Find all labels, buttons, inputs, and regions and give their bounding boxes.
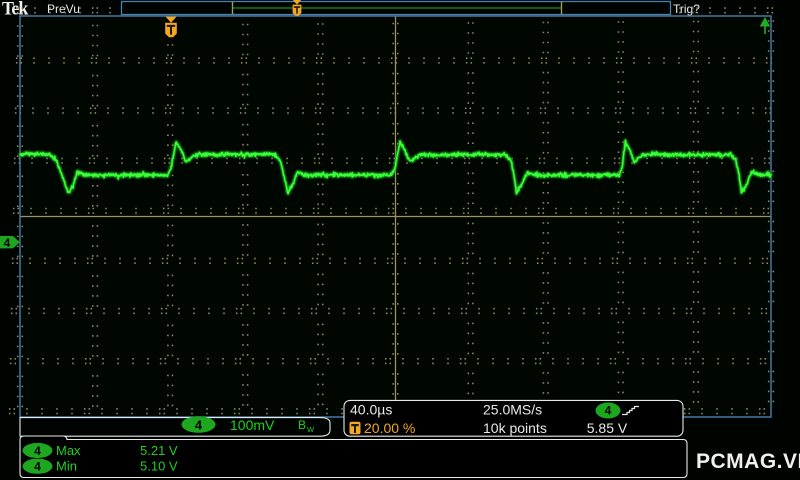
svg-text:100mV: 100mV: [230, 417, 275, 433]
svg-text:Max: Max: [56, 443, 81, 458]
svg-text:5.21 V: 5.21 V: [140, 443, 178, 458]
svg-text:B: B: [298, 418, 306, 432]
svg-text:40.0µs: 40.0µs: [350, 402, 392, 418]
svg-text:25.0MS/s: 25.0MS/s: [483, 402, 542, 418]
svg-text:W: W: [307, 425, 315, 434]
svg-text:5.10 V: 5.10 V: [140, 459, 178, 474]
svg-text:4: 4: [4, 236, 11, 250]
svg-text:Min: Min: [56, 459, 77, 474]
svg-text:4: 4: [605, 404, 612, 418]
svg-text:5.85 V: 5.85 V: [587, 420, 628, 436]
svg-text:4: 4: [34, 444, 41, 458]
svg-text:4: 4: [34, 460, 41, 474]
svg-text:4: 4: [195, 418, 203, 433]
svg-text:10k points: 10k points: [483, 420, 547, 436]
svg-text:PCMAG.VN: PCMAG.VN: [696, 450, 800, 473]
svg-text:20.00 %: 20.00 %: [364, 420, 415, 436]
